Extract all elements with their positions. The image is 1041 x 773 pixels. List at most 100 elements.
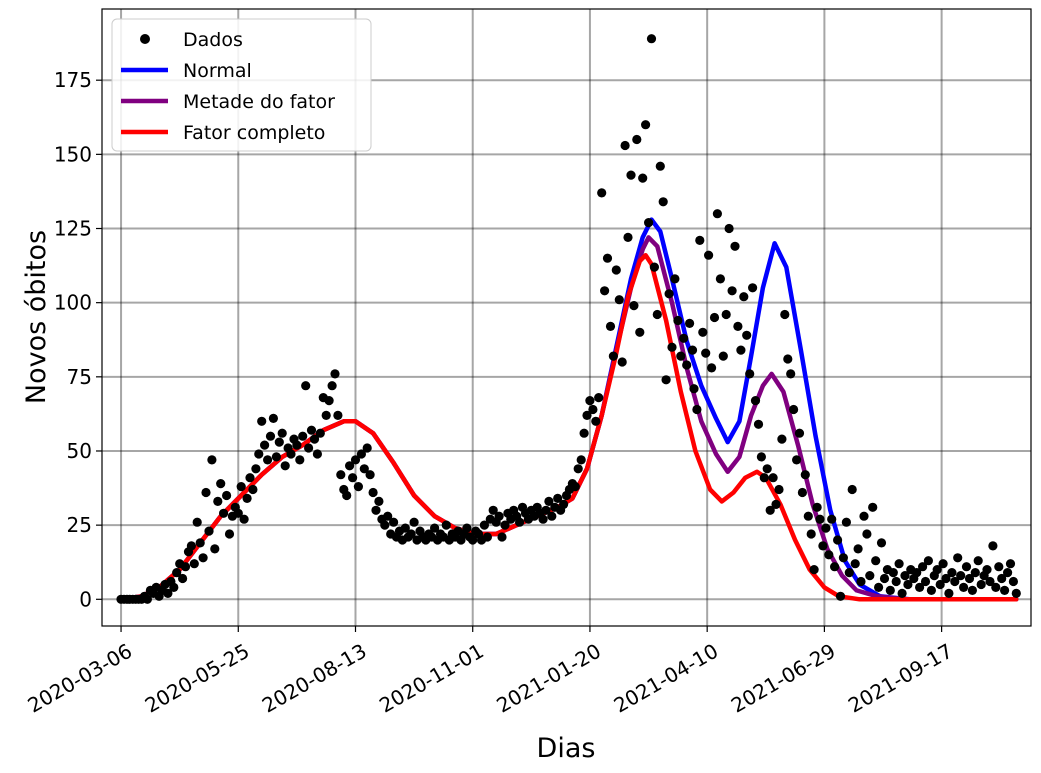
data-point: [762, 464, 772, 474]
data-point: [274, 437, 284, 447]
data-point: [932, 565, 942, 575]
data-point: [868, 502, 878, 512]
data-point: [1005, 559, 1016, 569]
data-point: [219, 508, 229, 518]
data-point: [797, 487, 808, 498]
data-point: [853, 544, 863, 554]
x-axis-label: Dias: [537, 733, 596, 764]
data-point: [833, 535, 843, 545]
data-point: [494, 511, 504, 521]
x-tick-label: 2020-05-25: [141, 639, 254, 718]
data-point: [353, 482, 363, 492]
data-point: [850, 559, 860, 569]
x-tick-label: 2021-09-17: [844, 639, 957, 718]
data-point: [488, 505, 498, 515]
data-point: [739, 292, 749, 302]
data-point: [768, 473, 778, 483]
data-point: [818, 541, 828, 551]
data-point: [441, 520, 451, 530]
data-point: [682, 360, 692, 370]
data-point: [597, 188, 607, 198]
data-point: [871, 556, 881, 566]
data-point: [695, 235, 705, 245]
data-point: [745, 369, 755, 379]
data-point: [251, 464, 261, 474]
legend-label-normal: Normal: [183, 60, 252, 82]
data-point: [306, 425, 317, 435]
data-point: [515, 517, 525, 527]
data-point: [646, 34, 657, 44]
data-point: [594, 393, 604, 403]
data-point: [207, 455, 217, 465]
data-point: [938, 559, 948, 569]
x-tick-label: 2021-06-29: [727, 639, 840, 718]
data-point: [468, 535, 478, 545]
data-point: [777, 434, 787, 444]
data-point: [368, 487, 378, 498]
data-point: [994, 562, 1004, 572]
data-point: [309, 434, 320, 444]
data-point: [224, 529, 235, 539]
data-point: [374, 496, 384, 506]
data-point: [941, 573, 951, 584]
data-point: [198, 553, 208, 563]
data-point: [692, 404, 702, 415]
data-point: [345, 461, 355, 471]
data-point: [827, 514, 837, 524]
data-point: [644, 218, 654, 228]
data-point: [959, 582, 969, 593]
data-point: [342, 490, 352, 501]
data-point: [635, 327, 645, 337]
data-point: [236, 482, 246, 492]
data-point: [602, 253, 613, 263]
data-point: [709, 312, 720, 323]
data-point: [163, 588, 173, 599]
y-tick-label: 0: [79, 587, 92, 611]
x-tick-label: 2021-01-20: [492, 639, 605, 718]
data-point: [479, 520, 489, 530]
data-point: [626, 170, 636, 180]
data-point: [265, 431, 276, 441]
data-point: [730, 241, 740, 251]
data-point: [348, 473, 358, 483]
data-point: [806, 529, 816, 539]
data-point: [430, 523, 440, 533]
data-point: [885, 585, 895, 596]
legend-label-metade: Metade do fator: [183, 91, 335, 113]
data-point: [721, 309, 731, 320]
y-tick-label: 75: [67, 365, 92, 389]
data-point: [698, 327, 708, 337]
data-point: [944, 588, 954, 599]
data-point: [222, 490, 232, 501]
data-point: [350, 455, 361, 465]
data-point: [1003, 568, 1013, 578]
data-point: [169, 582, 179, 593]
data-point: [841, 517, 852, 527]
data-point: [544, 496, 554, 506]
data-point: [812, 502, 822, 512]
data-point: [541, 505, 551, 515]
data-point: [679, 333, 689, 343]
data-point: [803, 511, 813, 521]
data-point: [953, 553, 963, 563]
data-point: [997, 573, 1007, 584]
data-point: [315, 428, 325, 438]
x-tick-label: 2021-04-10: [610, 639, 723, 718]
data-point: [400, 523, 410, 533]
data-point: [547, 511, 557, 521]
data-point: [891, 576, 901, 587]
data-point: [792, 455, 802, 465]
data-point: [786, 369, 796, 379]
series-line-fator-completo: [118, 252, 1019, 602]
data-point: [142, 594, 152, 604]
data-point: [201, 487, 211, 498]
data-point: [701, 348, 711, 358]
data-point: [926, 585, 937, 596]
data-point: [759, 473, 769, 483]
data-point: [482, 532, 492, 542]
data-point: [821, 523, 831, 533]
data-point: [707, 363, 717, 373]
data-point: [844, 568, 854, 578]
data-point: [210, 544, 220, 554]
data-point: [611, 265, 621, 275]
